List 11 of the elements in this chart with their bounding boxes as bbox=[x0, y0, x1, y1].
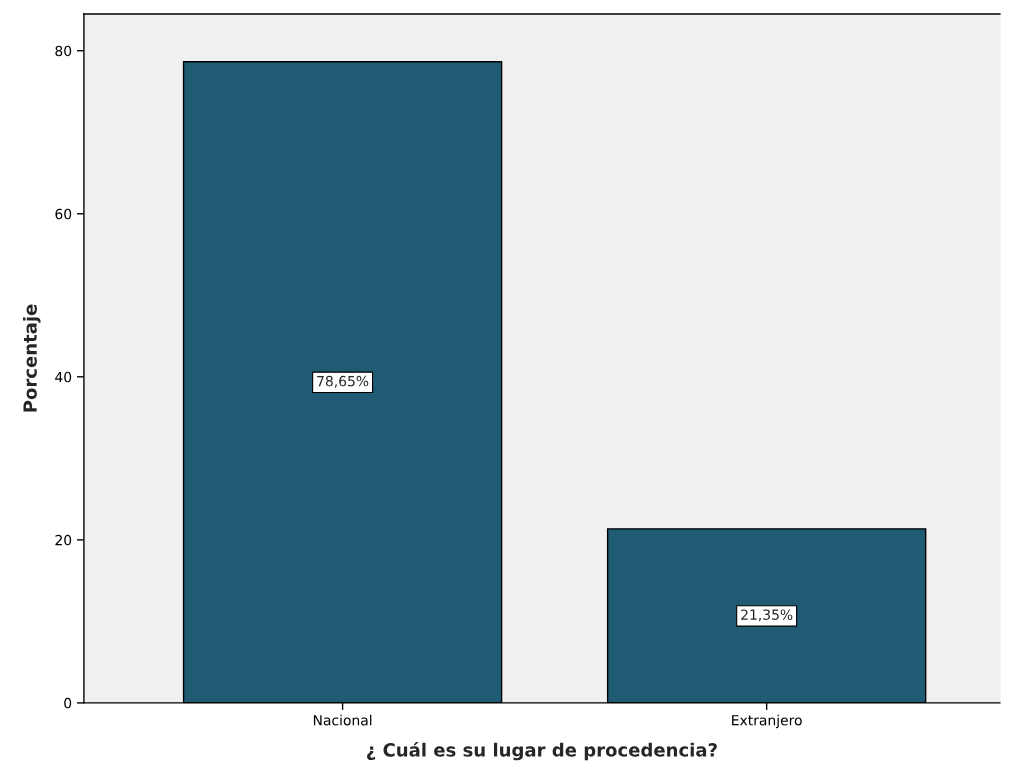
y-tick-label: 20 bbox=[55, 534, 72, 546]
x-axis-title: ¿ Cuál es su lugar de procedencia? bbox=[367, 742, 717, 761]
y-tick-label: 60 bbox=[55, 208, 72, 220]
y-tick-label: 40 bbox=[55, 371, 72, 383]
y-axis-title: Porcentaje bbox=[22, 304, 41, 412]
y-tick-label: 0 bbox=[64, 697, 72, 709]
data-label: 21,35% bbox=[741, 609, 793, 622]
x-tick-label: Extranjero bbox=[732, 714, 802, 729]
x-tick-label: Nacional bbox=[313, 714, 372, 726]
data-label: 78,65% bbox=[317, 375, 369, 388]
y-tick-label: 80 bbox=[55, 45, 72, 57]
